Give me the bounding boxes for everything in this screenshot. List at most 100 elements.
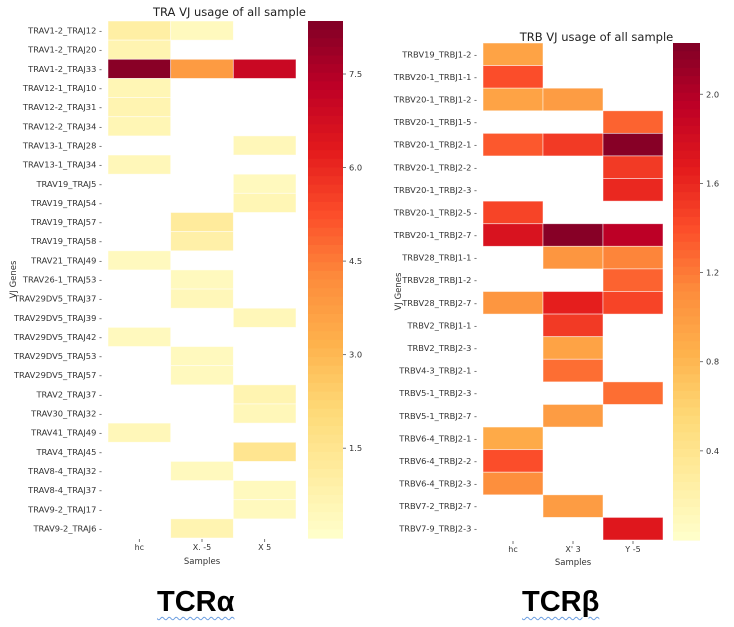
hm1-cell [107,58,172,79]
hm1-colorbar-tick-label: 6.0 [349,163,362,173]
hm1-cell [170,269,234,290]
hm2-cell [542,313,604,338]
hm1-row-label: TRAV21_TRAJ49 - [30,255,102,265]
hm2-colorbar-segment [673,415,700,425]
hm1-colorbar-segment [308,279,343,289]
hm2-colorbar-segment [673,100,700,110]
hm2-cell [482,223,544,247]
hm1-cell [232,173,297,194]
hm2-colorbar-segment [673,424,700,433]
hm1-cell [170,461,234,481]
hm2-colorbar-segment [673,192,700,201]
hm1-col-label: X 5 [258,543,271,552]
hm2-cell [482,87,544,112]
hm1-row-label: TRAV2_TRAJ37 - [35,389,102,399]
hm1-colorbar-segment [308,141,343,151]
hm1-colorbar-segment [308,253,343,263]
hm1-row-label: TRAV13-1_TRAJ34 - [22,160,102,170]
hm1-colorbar-segment [308,382,343,393]
hm2-colorbar-segment [673,250,700,259]
hm2-colorbar-segment [673,76,700,86]
hm2-row-label: TRBV19_TRBJ1-2 - [401,49,477,59]
hm1-colorbar-segment [308,503,343,513]
hm2-cell [602,132,664,157]
hm1-row-label: TRAV19_TRAJ58 - [30,236,102,246]
hm1-cell [170,20,234,41]
hm2-row-label: TRBV7-2_TRBJ2-7 - [398,501,477,511]
hm2-colorbar-segment [673,473,700,483]
hm2-colorbar-segment [673,183,700,193]
hm1-colorbar-segment [308,184,343,194]
hm2-cell [542,358,604,383]
hm2-colorbar-segment [673,274,700,284]
hm1-cell [107,20,172,41]
hm2-colorbar-segment [673,357,700,367]
hm2-colorbar-segment [673,134,700,143]
hm2-colorbar-segment [673,482,700,491]
hm1-cell [232,307,297,328]
hm2-colorbar-tick-label: 1.6 [706,178,719,188]
hm2-cell [602,517,664,541]
hm1-cell [232,480,297,501]
hm2-colorbar-tick-label: 0.4 [706,446,719,456]
hm2-cell [542,291,604,315]
hm1-colorbar-segment [308,21,343,31]
hm1-colorbar-segment [308,124,343,134]
hm2-colorbar-segment [673,225,700,235]
hm2-row-label: TRBV28_TRBJ1-1 - [401,253,477,263]
hm1-colorbar-segment [308,469,343,479]
hm1-row-label: TRAV9-2_TRAJ17 - [27,504,102,514]
hm1-cell [107,250,172,271]
hm1-cell [170,518,234,539]
hm1-row-label: TRAV12-1_TRAJ10 - [22,83,102,93]
hm2-colorbar-segment [673,258,700,268]
hm2-colorbar-segment [673,407,700,417]
hm1-colorbar-segment [308,296,343,306]
hm2-colorbar-segment [673,506,700,516]
hm2-colorbar-segment [673,465,700,475]
hm2-cell [482,426,544,451]
hm2-y-axis-label: VJ Genes [394,272,404,310]
hm1-row-label: TRAV29DV5_TRAJ37 - [13,294,102,304]
hm2-colorbar-segment [673,125,700,135]
hm1-row-label: TRAV29DV5_TRAJ42 - [13,332,102,342]
hm1-colorbar-segment [308,201,343,212]
hm1-colorbar-segment [308,400,343,410]
hm1-colorbar-segment [308,460,343,470]
hm2-colorbar-segment [673,92,700,102]
hm2-colorbar-segment [673,84,700,94]
hm2-row-label: TRBV6-4_TRBJ2-3 - [398,479,477,489]
hm1-cell [232,403,297,424]
hm1-cell [232,135,297,156]
hm2-row-label: TRBV28_TRBJ2-7 - [401,298,477,308]
hm1-cell [107,97,172,118]
hm2-col-label: Y -5 [624,545,640,554]
hm2-colorbar-segment [673,531,700,541]
hm1-row-label: TRAV29DV5_TRAJ53 - [13,351,102,361]
hm2-colorbar-segment [673,490,700,500]
hm1-row-label: TRAV1-2_TRAJ12 - [27,26,102,36]
hm2-row-label: TRBV2_TRBJ2-3 - [406,343,477,353]
hm1-title: TRA VJ usage of all sample [152,5,306,19]
hm1-colorbar-segment [308,417,343,427]
hm1-y-axis-label: VJ Genes [9,260,19,298]
hm2-row-label: TRBV20-1_TRBJ2-2 - [393,162,477,172]
hm2-colorbar-segment [673,142,700,152]
hm1-colorbar-segment [308,322,343,332]
hm2-colorbar-segment [673,109,700,119]
hm1-colorbar-segment [308,339,343,350]
hm1-colorbar-segment [308,236,343,246]
hm1-cell [170,58,234,79]
hm1-x-axis-label: Samples [184,557,221,567]
hm1-colorbar-segment [308,72,343,82]
hm1-colorbar-segment [308,227,343,238]
caption-tcr-alpha: TCRα [157,586,235,618]
hm1-colorbar-segment [308,408,343,418]
hm2-cell [542,336,604,360]
hm2-cell [482,65,544,89]
hm2-cell [482,42,544,66]
hm1-colorbar-tick-label: 7.5 [349,69,362,79]
hm1-col-label: X. -5 [193,543,212,552]
hm1-colorbar-segment [308,64,343,74]
hm1-colorbar-segment [308,115,343,125]
